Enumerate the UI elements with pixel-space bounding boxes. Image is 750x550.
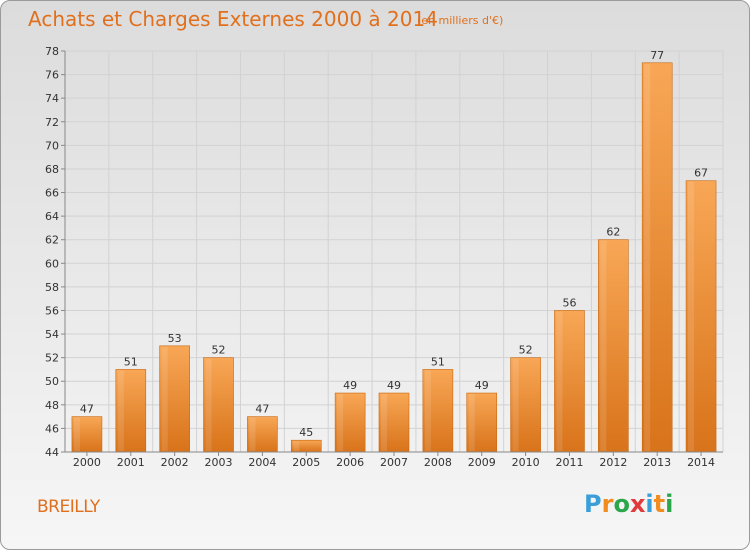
bar-highlight — [161, 346, 168, 451]
y-tick-label: 74 — [45, 92, 59, 105]
x-tick-label: 2006 — [336, 456, 364, 469]
x-tick-label: 2011 — [555, 456, 583, 469]
logo-letter: i — [665, 490, 674, 518]
bar-value-label: 51 — [124, 355, 138, 368]
bar-value-label: 52 — [519, 344, 533, 357]
bar-highlight — [117, 370, 124, 451]
bar-highlight — [556, 311, 563, 451]
bar-highlight — [337, 394, 344, 451]
town-name: BREILLY — [37, 497, 100, 517]
bar-value-label: 47 — [80, 403, 94, 416]
y-tick-label: 50 — [45, 375, 59, 388]
y-tick-label: 64 — [45, 210, 59, 223]
bar-value-label: 49 — [475, 379, 489, 392]
bar-value-label: 53 — [168, 332, 182, 345]
bar — [378, 392, 410, 453]
logo-letter: P — [584, 490, 602, 518]
y-tick-label: 44 — [45, 446, 59, 459]
y-tick-label: 76 — [45, 69, 59, 82]
bar — [598, 239, 629, 453]
bar-highlight — [688, 181, 695, 451]
bar-value-label: 49 — [387, 379, 401, 392]
y-tick-label: 54 — [45, 328, 59, 341]
logo-letter: t — [653, 490, 666, 518]
bar-highlight — [600, 240, 607, 451]
bar — [159, 345, 190, 453]
bar-highlight — [381, 394, 387, 451]
x-tick-label: 2003 — [205, 456, 233, 469]
bar-highlight — [424, 370, 431, 451]
y-tick-label: 46 — [45, 422, 59, 435]
bars — [71, 62, 717, 453]
x-tick-label: 2002 — [161, 456, 189, 469]
y-tick-label: 62 — [45, 234, 59, 247]
axes — [61, 50, 723, 456]
x-tick-label: 2007 — [380, 456, 408, 469]
x-tick-label: 2000 — [73, 456, 101, 469]
bar — [554, 310, 585, 453]
y-tick-label: 56 — [45, 304, 59, 317]
bar-value-label: 67 — [694, 167, 708, 180]
bar-highlight — [205, 358, 212, 451]
bar — [466, 392, 498, 453]
y-tick-label: 48 — [45, 399, 59, 412]
logo-letter: o — [613, 490, 630, 518]
bar — [422, 369, 454, 453]
bar-highlight — [293, 441, 300, 451]
labels: 44 46 48 50 52 54 56 58 60 62 64 66 68 70 72 74 76 78 47 20… — [45, 45, 715, 469]
x-tick-label: 2008 — [424, 456, 452, 469]
x-tick-label: 2004 — [248, 456, 276, 469]
logo-letter: r — [601, 490, 614, 518]
bar — [115, 369, 147, 453]
bar — [203, 357, 234, 453]
y-tick-label: 68 — [45, 163, 59, 176]
y-tick-label: 60 — [45, 257, 59, 270]
y-tick-label: 72 — [45, 116, 59, 129]
x-tick-label: 2005 — [292, 456, 320, 469]
bar-value-label: 45 — [299, 426, 313, 439]
bar-highlight — [249, 417, 256, 451]
y-tick-label: 78 — [45, 45, 59, 58]
x-tick-label: 2010 — [512, 456, 540, 469]
logo-letter: x — [629, 490, 646, 518]
y-tick-label: 70 — [45, 139, 59, 152]
y-tick-label: 66 — [45, 187, 59, 200]
y-tick-label: 58 — [45, 281, 59, 294]
bar-highlight — [73, 417, 80, 451]
x-tick-label: 2014 — [687, 456, 715, 469]
bar-value-label: 56 — [562, 296, 576, 309]
logo-letter: i — [645, 490, 654, 518]
bar — [685, 180, 717, 453]
bar — [71, 416, 103, 453]
x-tick-label: 2013 — [643, 456, 671, 469]
bar — [641, 62, 673, 453]
chart-subtitle: (en milliers d'€) — [417, 14, 504, 27]
chart-title: Achats et Charges Externes 2000 à 2014 — [28, 7, 438, 31]
bar-value-label: 62 — [606, 226, 620, 239]
bar-value-label: 77 — [650, 49, 664, 62]
proxiti-logo: Proxiti — [584, 490, 673, 518]
bar-value-label: 52 — [212, 344, 226, 357]
x-tick-label: 2012 — [599, 456, 627, 469]
bar — [334, 392, 366, 453]
x-tick-label: 2001 — [117, 456, 145, 469]
bar-value-label: 49 — [343, 379, 357, 392]
y-tick-label: 52 — [45, 352, 59, 365]
bar-value-label: 51 — [431, 355, 445, 368]
bar-highlight — [644, 63, 651, 451]
x-tick-label: 2009 — [468, 456, 496, 469]
bar-highlight — [468, 394, 475, 451]
bar-value-label: 47 — [255, 403, 269, 416]
bar-highlight — [512, 358, 519, 451]
